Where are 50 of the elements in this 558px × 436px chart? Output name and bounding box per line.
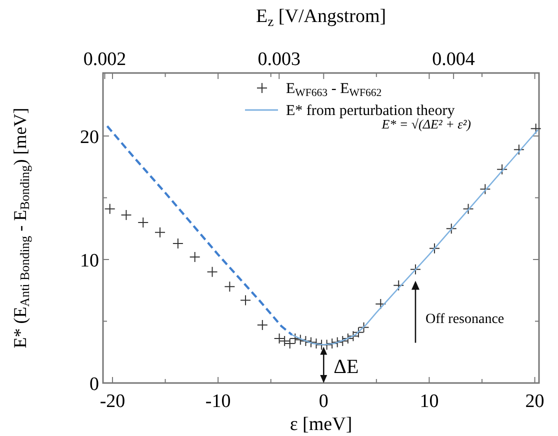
point (496, 164, 508, 175)
point (294, 334, 306, 346)
point (428, 242, 440, 254)
legend-label: E$_{WF663}$ - E$_{WF662}$ (286, 81, 382, 99)
x2-axis-title: E$_{z}$ [V/Angstrom] (256, 6, 386, 28)
legend-label: E* from perturbation theory (286, 103, 456, 119)
point (326, 338, 338, 349)
point (332, 336, 343, 348)
y-tick-label: 0 (90, 374, 99, 395)
point (348, 330, 359, 342)
point (172, 238, 184, 249)
point (206, 266, 218, 278)
point (342, 333, 354, 344)
point (240, 294, 252, 306)
point (375, 298, 386, 310)
x-tick-label: 10 (420, 391, 439, 412)
point (104, 203, 116, 214)
annotation: ΔE (334, 356, 359, 378)
line-series (106, 125, 294, 336)
point (300, 336, 312, 347)
point (410, 264, 421, 275)
point (224, 281, 236, 292)
x-axis-title: ε [meV] (290, 414, 352, 435)
point (462, 203, 474, 214)
point (120, 210, 132, 221)
point (154, 226, 166, 238)
x2-tick-label: 0.002 (83, 49, 126, 70)
point (337, 336, 348, 347)
point (480, 184, 491, 195)
point (358, 322, 370, 333)
x-tick-label: -10 (205, 391, 231, 412)
point (352, 326, 364, 338)
point (256, 319, 268, 330)
point (310, 338, 322, 349)
point (446, 223, 457, 234)
x2-tick-label: 0.003 (258, 49, 301, 70)
point (305, 336, 316, 348)
point (513, 144, 524, 156)
x-tick-label: 20 (525, 391, 544, 412)
point (393, 280, 404, 291)
y-tick-label: 20 (80, 126, 99, 148)
x-tick-label: -20 (100, 391, 126, 412)
point (290, 333, 301, 344)
point (189, 252, 200, 263)
y-tick-label: 10 (80, 250, 99, 272)
point (530, 123, 542, 134)
point (138, 216, 149, 228)
annotation: Off resonance (425, 312, 504, 327)
x-tick-label: 0 (318, 391, 328, 412)
x2-tick-label: 0.004 (432, 49, 476, 70)
